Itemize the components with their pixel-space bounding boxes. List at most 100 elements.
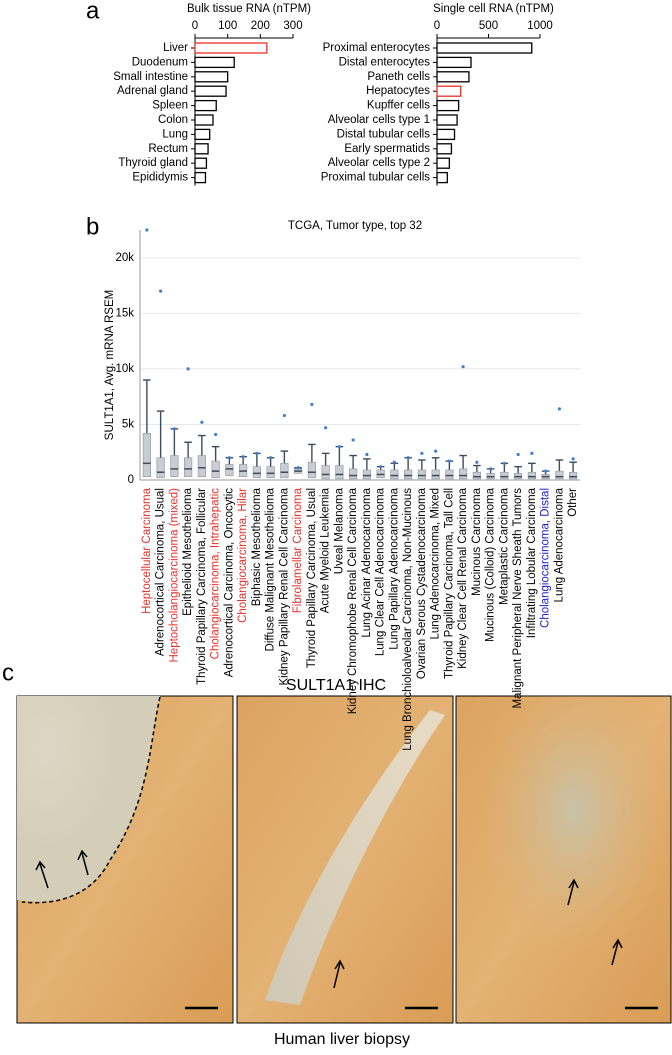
bar [436, 42, 533, 54]
x-tick-label: Thyroid Papillary Carcinoma, Follicular [196, 488, 208, 685]
x-tick-label: 500 [479, 20, 498, 32]
y-tick-label: Liver [163, 42, 188, 54]
box [170, 455, 179, 477]
box [335, 465, 344, 480]
max-point [241, 455, 245, 459]
x-tick-label: 0 [192, 20, 198, 32]
max-point [159, 289, 163, 293]
bar [436, 85, 462, 97]
box [156, 457, 165, 479]
x-tick-label: Fibrolamellar Carcinoma [292, 487, 304, 613]
x-tick-label: Thyroid Papillary Carcinoma, Tall Cell [443, 488, 455, 679]
max-point [475, 460, 479, 464]
max-point [530, 451, 534, 455]
bar [436, 114, 458, 126]
y-tick-label: Early spermatids [344, 143, 430, 155]
y-tick-label: Alveolar cells type 1 [328, 114, 430, 126]
max-point [200, 420, 204, 424]
box [569, 471, 578, 480]
y-tick-label: Kupffer cells [367, 100, 430, 112]
x-tick-label: Cholangiocarcinoma, Intrahepatic [210, 488, 222, 660]
portal-area [17, 696, 160, 902]
x-tick-label: Ovarian Serous Cystadenocarcinoma [416, 487, 428, 679]
y-tick-label: Colon [158, 114, 188, 126]
box [280, 463, 289, 479]
x-tick-label: Heptocholangiocarcinoma (mixed) [168, 488, 180, 663]
box [142, 433, 151, 477]
y-tick-label: Distal enterocytes [339, 56, 431, 68]
max-point [337, 445, 341, 449]
max-point [502, 461, 506, 465]
y-tick-label: Proximal tubular cells [321, 172, 431, 184]
bar [436, 171, 448, 184]
ihc-images [16, 695, 672, 1024]
max-point [489, 467, 493, 471]
x-tick-label: Lung Adenocarcinoma [553, 487, 565, 602]
max-point [282, 413, 286, 418]
box [527, 471, 536, 480]
y-tick-label: Rectum [148, 143, 188, 155]
y-tick-label: Distal tubular cells [337, 128, 431, 140]
portal-area [456, 696, 671, 1023]
y-tick-label: Spleen [152, 100, 188, 112]
x-tick-label: 0 [434, 20, 440, 32]
x-tick-label: Mucinous (Colloid) Carcinoma [485, 487, 497, 642]
y-tick-label: 5k [122, 418, 134, 430]
x-tick-label: Kidney Papillary Renal Cell Carcinoma [278, 487, 290, 685]
x-tick-label: Thyroid Papillary Carcinoma, Usual [306, 488, 318, 668]
x-tick-label: Infiltrating Lobular Carcinoma [526, 487, 538, 638]
x-tick-label: Epithelioid Mesothelioma [182, 487, 194, 615]
box [459, 468, 468, 480]
ihc-title: SULT1A1 IHC [286, 677, 386, 694]
ihc-caption: Human liver biopsy [274, 1031, 410, 1048]
y-tick-label: 15k [115, 307, 134, 319]
bar [436, 71, 470, 83]
max-point [420, 451, 424, 455]
y-tick-label: Duodenum [132, 56, 188, 68]
bar [436, 157, 451, 169]
x-tick-label: Kidney Chromophobe Renal Cell Carcinoma [347, 487, 359, 714]
x-tick-label: Other [567, 488, 579, 517]
box [404, 469, 413, 480]
bar [436, 143, 453, 155]
bar [436, 99, 460, 112]
box [362, 469, 371, 480]
box [184, 457, 193, 477]
x-tick-label: Kidney Clear Cell Renal Carcinoma [457, 487, 469, 668]
y-tick-label: Adrenal gland [117, 85, 188, 97]
y-tick-label: Epididymis [132, 172, 188, 184]
max-point [461, 365, 465, 369]
chart-title: Bulk tissue RNA (nTPM) [187, 3, 311, 15]
box [555, 470, 564, 480]
x-tick-label: Biphasic Mesothelioma [251, 487, 263, 606]
max-point [324, 426, 328, 430]
bar [436, 56, 472, 69]
chart-title: Single cell RNA (nTPM) [433, 3, 554, 15]
bar [194, 157, 208, 169]
x-tick-label: Adrenocortical Carcinoma, Oncocytic [223, 488, 235, 677]
x-tick-label: Cholangiocarcinoma, Distal [540, 488, 552, 628]
x-tick-label: 1000 [527, 20, 553, 32]
bar [436, 128, 456, 141]
bar [194, 56, 235, 69]
y-tick-label: Hepatocytes [366, 85, 430, 97]
vessel [265, 710, 445, 1005]
max-point [406, 456, 410, 460]
bar [194, 143, 209, 155]
max-point [434, 449, 438, 453]
box [417, 469, 426, 480]
x-tick-label: 100 [218, 20, 237, 32]
max-point [310, 402, 314, 407]
box [307, 461, 316, 479]
panel-label: a [86, 0, 100, 24]
bar [194, 171, 207, 184]
y-tick-label: Small intestine [113, 71, 188, 83]
max-point [269, 456, 273, 460]
x-tick-label: Mucinous Carcinoma [471, 487, 483, 596]
max-point [227, 456, 231, 460]
box [472, 471, 481, 480]
panel-label: b [86, 213, 99, 240]
max-point [296, 466, 300, 470]
